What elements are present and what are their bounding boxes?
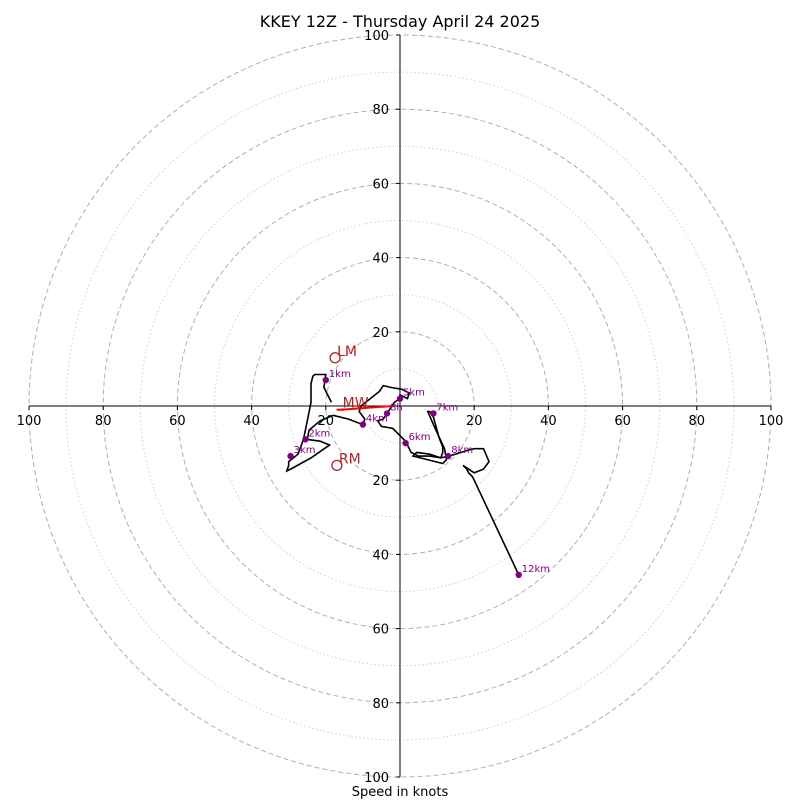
height-label-6km: 6km <box>409 432 431 443</box>
height-label-8km: 8km <box>451 445 473 456</box>
height-marker-6km <box>402 439 409 447</box>
height-marker-3km <box>287 452 294 460</box>
x-tick-label: 80 <box>689 414 706 429</box>
height-marker-8h <box>383 410 391 417</box>
height-marker-5km <box>396 395 404 402</box>
shear-vector <box>336 405 393 411</box>
y-tick-label: 60 <box>372 623 389 638</box>
x-tick-label: 100 <box>759 414 784 429</box>
height-marker-2km <box>302 436 309 443</box>
height-marker-8km <box>445 452 452 460</box>
hodograph-line <box>285 373 520 576</box>
storm-motion-marker-rm <box>331 459 343 472</box>
tick-labels: 100 80 60 40 20 20 40 60 80 100 100 80 60 40 20 20 40 60 8… <box>17 29 784 786</box>
height-label-8h: 8h <box>390 402 403 413</box>
axes <box>29 35 771 777</box>
x-tick-label: 40 <box>243 414 260 429</box>
height-label-2km: 2km <box>308 428 330 439</box>
y-tick-label: 100 <box>364 771 389 786</box>
height-label-12km: 12km <box>522 564 550 575</box>
y-tick-label: 40 <box>372 548 389 563</box>
x-axis-label: Speed in knots <box>352 785 449 800</box>
y-tick-label: 80 <box>372 697 389 712</box>
x-tick-label: 60 <box>614 414 631 429</box>
storm-motion-label-mw: MW <box>343 396 369 412</box>
height-label-7km: 7km <box>436 402 458 413</box>
height-label-5km: 5km <box>403 388 425 399</box>
height-marker-4km <box>359 421 367 428</box>
height-marker-12km <box>515 571 522 579</box>
x-tick-label: 60 <box>169 414 186 429</box>
x-tick-label: 80 <box>95 414 112 429</box>
storm-motion-markers: LM MW RM <box>329 344 369 472</box>
height-marker-7km <box>430 410 437 417</box>
storm-motion-label-lm: LM <box>337 344 357 360</box>
x-tick-label: 20 <box>318 414 335 429</box>
height-label-1km: 1km <box>329 369 351 380</box>
hodograph-trace <box>285 373 520 576</box>
height-marker-1km <box>322 376 329 384</box>
y-tick-label: 20 <box>372 326 389 341</box>
height-label-3km: 3km <box>294 445 316 456</box>
y-tick-label: 20 <box>372 474 389 489</box>
y-tick-label: 80 <box>372 103 389 118</box>
y-tick-label: 100 <box>364 29 389 44</box>
y-tick-label: 60 <box>372 177 389 192</box>
height-markers: 1km 2km 3km 4km 5km 6km 7km 8km 12km 8h <box>287 369 550 579</box>
storm-motion-label-rm: RM <box>339 451 361 467</box>
shear-vector-line <box>340 405 393 411</box>
height-label-4km: 4km <box>366 414 388 425</box>
x-tick-label: 100 <box>17 414 42 429</box>
y-tick-label: 40 <box>372 252 389 267</box>
chart-title: KKEY 12Z - Thursday April 24 2025 <box>260 12 541 31</box>
x-tick-label: 20 <box>466 414 483 429</box>
x-tick-label: 40 <box>540 414 557 429</box>
storm-motion-marker-lm <box>329 352 341 364</box>
